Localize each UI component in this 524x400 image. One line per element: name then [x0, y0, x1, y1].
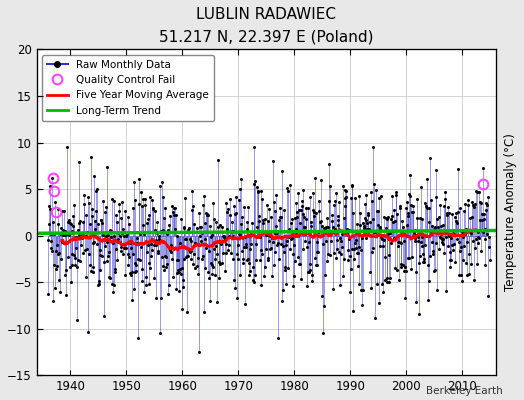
Y-axis label: Temperature Anomaly (°C): Temperature Anomaly (°C)	[504, 133, 517, 291]
Title: LUBLIN RADAWIEC
51.217 N, 22.397 E (Poland): LUBLIN RADAWIEC 51.217 N, 22.397 E (Pola…	[159, 7, 374, 44]
Legend: Raw Monthly Data, Quality Control Fail, Five Year Moving Average, Long-Term Tren: Raw Monthly Data, Quality Control Fail, …	[42, 55, 214, 121]
Text: Berkeley Earth: Berkeley Earth	[427, 386, 503, 396]
